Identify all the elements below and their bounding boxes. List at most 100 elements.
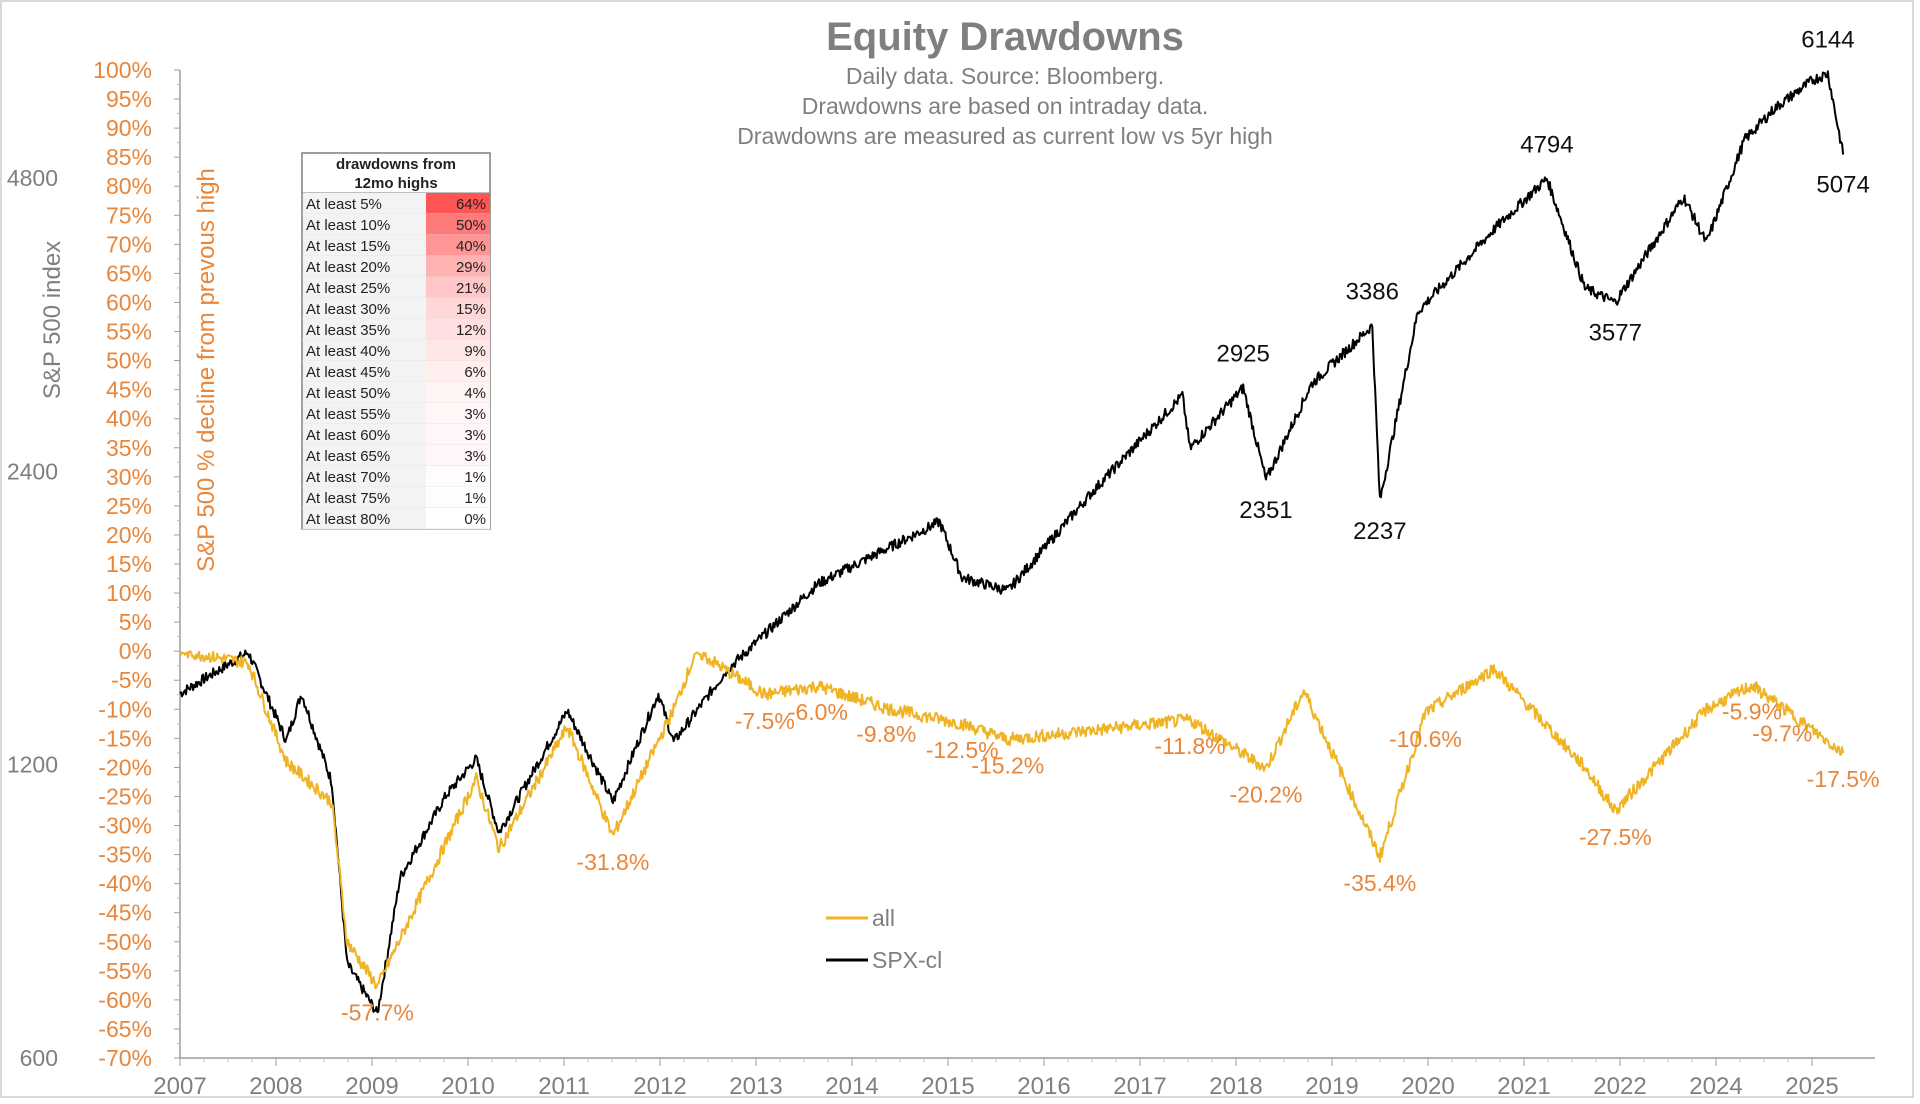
- y-right-tick-label: 20%: [106, 522, 152, 548]
- table-row-value: 0%: [464, 511, 486, 528]
- table-row-value: 40%: [456, 238, 486, 255]
- y-right-tick-label: 45%: [106, 377, 152, 403]
- y-right-tick-label: -30%: [98, 813, 152, 839]
- y-right-tick-label: -55%: [98, 958, 152, 984]
- y-right-tick-label: 30%: [106, 464, 152, 490]
- table-row-value: 50%: [456, 217, 486, 234]
- x-tick-label: 2017: [1113, 1073, 1166, 1099]
- drawdown-annotation: -6.0%: [788, 699, 848, 725]
- table-header: 12mo highs: [354, 175, 437, 192]
- table-row-value: 29%: [456, 259, 486, 276]
- table-row-label: At least 15%: [306, 238, 390, 255]
- drawdown-table: drawdowns from 12mo highs At least 5% 64% At…: [302, 153, 490, 529]
- drawdown-annotation: -57.7%: [341, 1000, 414, 1026]
- y-left-tick-label: 2400: [7, 458, 58, 484]
- spx-annotation: 3577: [1589, 319, 1642, 346]
- y-right-tick-label: -70%: [98, 1045, 152, 1071]
- spx-annotation: 4794: [1520, 132, 1573, 159]
- table-row-label: At least 60%: [306, 427, 390, 444]
- table-row-label: At least 75%: [306, 490, 390, 507]
- drawdown-annotation: -15.2%: [971, 753, 1044, 779]
- y-right-tick-label: -60%: [98, 987, 152, 1013]
- spx-annotation: 3386: [1346, 279, 1399, 306]
- y-right-tick-label: 50%: [106, 348, 152, 374]
- spx-annotation: 2925: [1216, 341, 1269, 368]
- y-right-tick-label: 95%: [106, 86, 152, 112]
- spx-annotation: 5074: [1816, 172, 1869, 199]
- drawdown-annotation: -27.5%: [1579, 824, 1652, 850]
- table-row-label: At least 65%: [306, 448, 390, 465]
- chart-subtitle-line-3: Drawdowns are measured as current low vs…: [737, 123, 1273, 149]
- table-row-label: At least 45%: [306, 364, 390, 381]
- drawdown-annotation: -7.5%: [735, 708, 795, 734]
- y-right-tick-label: 75%: [106, 202, 152, 228]
- x-tick-label: 2018: [1209, 1073, 1262, 1099]
- table-row-label: At least 55%: [306, 406, 390, 423]
- x-tick-label: 2019: [1305, 1073, 1358, 1099]
- table-row-value: 6%: [464, 364, 486, 381]
- x-tick-label: 2008: [249, 1073, 302, 1099]
- table-row-value: 3%: [464, 406, 486, 423]
- y-right-tick-label: 10%: [106, 580, 152, 606]
- y-right-tick-label: 60%: [106, 289, 152, 315]
- y-right-tick-label: -35%: [98, 842, 152, 868]
- x-tick-label: 2010: [441, 1073, 494, 1099]
- legend-label: SPX-cl: [872, 947, 942, 973]
- x-tick-label: 2014: [825, 1073, 878, 1099]
- drawdown-annotation: -9.8%: [856, 721, 916, 747]
- table-row-label: At least 50%: [306, 385, 390, 402]
- x-tick-label: 2009: [345, 1073, 398, 1099]
- table-row-label: At least 40%: [306, 343, 390, 360]
- y-left-tick-label: 600: [20, 1045, 58, 1071]
- table-row-label: At least 80%: [306, 511, 390, 528]
- x-tick-label: 2024: [1689, 1073, 1742, 1099]
- y-right-tick-label: -20%: [98, 754, 152, 780]
- table-row-value: 3%: [464, 448, 486, 465]
- y-right-tick-label: -25%: [98, 783, 152, 809]
- y-right-tick-label: 0%: [119, 638, 152, 664]
- y-right-tick-label: 70%: [106, 231, 152, 257]
- y-right-tick-label: 25%: [106, 493, 152, 519]
- y-right-tick-label: 35%: [106, 435, 152, 461]
- x-tick-label: 2021: [1497, 1073, 1550, 1099]
- y-right-tick-label: -15%: [98, 725, 152, 751]
- drawdown-annotation: -35.4%: [1343, 870, 1416, 896]
- spx-annotation: 2237: [1353, 518, 1406, 545]
- table-row-label: At least 10%: [306, 217, 390, 234]
- x-tick-label: 2025: [1785, 1073, 1838, 1099]
- table-row-value: 12%: [456, 322, 486, 339]
- y-right-tick-label: -50%: [98, 929, 152, 955]
- y-right-tick-label: -5%: [111, 667, 152, 693]
- y-right-tick-label: -65%: [98, 1016, 152, 1042]
- chart-title: Equity Drawdowns: [826, 15, 1184, 59]
- y-left-axis-label: S&P 500 index: [39, 241, 66, 399]
- y-right-tick-label: 55%: [106, 319, 152, 345]
- x-tick-label: 2020: [1401, 1073, 1454, 1099]
- table-row-label: At least 70%: [306, 469, 390, 486]
- table-row-value: 1%: [464, 469, 486, 486]
- y-right-tick-label: 15%: [106, 551, 152, 577]
- chart-subtitle-line-2: Drawdowns are based on intraday data.: [802, 93, 1209, 119]
- table-row-label: At least 25%: [306, 280, 390, 297]
- drawdown-annotation: -9.7%: [1752, 721, 1812, 747]
- table-row-value: 4%: [464, 385, 486, 402]
- spx-annotation: 2351: [1239, 497, 1292, 524]
- y-right-tick-label: -45%: [98, 900, 152, 926]
- table-row-value: 64%: [456, 196, 486, 213]
- drawdown-annotation: -20.2%: [1230, 782, 1303, 808]
- drawdown-annotation: -10.6%: [1389, 726, 1462, 752]
- table-row-value: 1%: [464, 490, 486, 507]
- table-row-label: At least 5%: [306, 196, 382, 213]
- table-row-value: 9%: [464, 343, 486, 360]
- y-right-tick-label: -10%: [98, 696, 152, 722]
- y-left-tick-label: 1200: [7, 752, 58, 778]
- table-row-label: At least 30%: [306, 301, 390, 318]
- legend-label: all: [872, 905, 895, 931]
- x-tick-label: 2007: [153, 1073, 206, 1099]
- y-right-axis-label: S&P 500 % decline from prevous high: [193, 168, 220, 572]
- drawdown-annotation: -31.8%: [576, 849, 649, 875]
- drawdown-annotation: -17.5%: [1807, 766, 1880, 792]
- table-header: drawdowns from: [336, 156, 456, 173]
